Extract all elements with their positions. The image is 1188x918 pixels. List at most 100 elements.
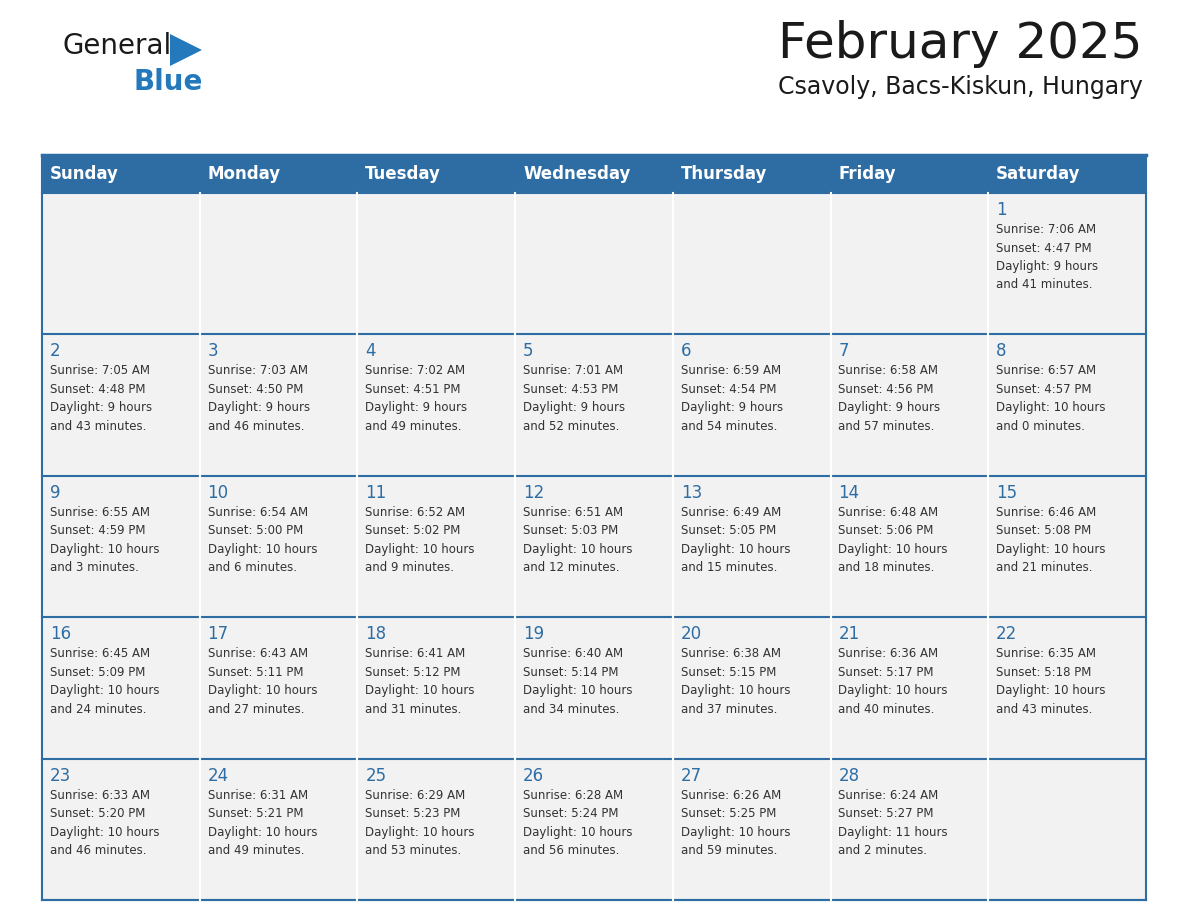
Text: Sunrise: 6:58 AM
Sunset: 4:56 PM
Daylight: 9 hours
and 57 minutes.: Sunrise: 6:58 AM Sunset: 4:56 PM Dayligh… (839, 364, 941, 433)
Text: Sunrise: 6:29 AM
Sunset: 5:23 PM
Daylight: 10 hours
and 53 minutes.: Sunrise: 6:29 AM Sunset: 5:23 PM Dayligh… (366, 789, 475, 857)
Text: 17: 17 (208, 625, 229, 644)
Text: 26: 26 (523, 767, 544, 785)
Text: Sunrise: 7:02 AM
Sunset: 4:51 PM
Daylight: 9 hours
and 49 minutes.: Sunrise: 7:02 AM Sunset: 4:51 PM Dayligh… (366, 364, 467, 433)
Bar (42, 334, 200, 476)
Bar (42, 155, 200, 193)
Text: 9: 9 (50, 484, 61, 502)
Text: 15: 15 (997, 484, 1017, 502)
Text: 20: 20 (681, 625, 702, 644)
Text: Sunrise: 6:55 AM
Sunset: 4:59 PM
Daylight: 10 hours
and 3 minutes.: Sunrise: 6:55 AM Sunset: 4:59 PM Dayligh… (50, 506, 159, 575)
Bar (200, 193, 358, 334)
Bar (358, 193, 516, 334)
Text: Sunrise: 6:54 AM
Sunset: 5:00 PM
Daylight: 10 hours
and 6 minutes.: Sunrise: 6:54 AM Sunset: 5:00 PM Dayligh… (208, 506, 317, 575)
Bar (200, 758, 358, 900)
Text: Sunrise: 6:46 AM
Sunset: 5:08 PM
Daylight: 10 hours
and 21 minutes.: Sunrise: 6:46 AM Sunset: 5:08 PM Dayligh… (997, 506, 1106, 575)
Bar (988, 617, 1146, 758)
Text: 14: 14 (839, 484, 860, 502)
Bar (516, 758, 672, 900)
Bar (830, 155, 988, 193)
Text: Sunrise: 6:38 AM
Sunset: 5:15 PM
Daylight: 10 hours
and 37 minutes.: Sunrise: 6:38 AM Sunset: 5:15 PM Dayligh… (681, 647, 790, 716)
Bar (830, 617, 988, 758)
Bar (358, 334, 516, 476)
Bar (42, 758, 200, 900)
Bar (672, 334, 830, 476)
Text: Sunrise: 6:36 AM
Sunset: 5:17 PM
Daylight: 10 hours
and 40 minutes.: Sunrise: 6:36 AM Sunset: 5:17 PM Dayligh… (839, 647, 948, 716)
Bar (516, 617, 672, 758)
Text: 19: 19 (523, 625, 544, 644)
Text: Sunrise: 6:28 AM
Sunset: 5:24 PM
Daylight: 10 hours
and 56 minutes.: Sunrise: 6:28 AM Sunset: 5:24 PM Dayligh… (523, 789, 632, 857)
Text: 4: 4 (366, 342, 375, 361)
Text: Sunrise: 6:35 AM
Sunset: 5:18 PM
Daylight: 10 hours
and 43 minutes.: Sunrise: 6:35 AM Sunset: 5:18 PM Dayligh… (997, 647, 1106, 716)
Bar (830, 193, 988, 334)
Text: Sunrise: 7:05 AM
Sunset: 4:48 PM
Daylight: 9 hours
and 43 minutes.: Sunrise: 7:05 AM Sunset: 4:48 PM Dayligh… (50, 364, 152, 433)
Text: February 2025: February 2025 (778, 20, 1143, 68)
Bar (672, 193, 830, 334)
Text: Sunrise: 6:52 AM
Sunset: 5:02 PM
Daylight: 10 hours
and 9 minutes.: Sunrise: 6:52 AM Sunset: 5:02 PM Dayligh… (366, 506, 475, 575)
Text: Csavoly, Bacs-Kiskun, Hungary: Csavoly, Bacs-Kiskun, Hungary (778, 75, 1143, 99)
Bar (200, 334, 358, 476)
Bar (988, 758, 1146, 900)
Bar (988, 476, 1146, 617)
Bar (42, 617, 200, 758)
Bar (672, 617, 830, 758)
Bar (358, 476, 516, 617)
Bar (830, 334, 988, 476)
Bar (358, 155, 516, 193)
Bar (672, 476, 830, 617)
Bar (516, 334, 672, 476)
Text: 5: 5 (523, 342, 533, 361)
Bar (830, 476, 988, 617)
Text: 8: 8 (997, 342, 1006, 361)
Polygon shape (170, 34, 202, 66)
Text: 18: 18 (366, 625, 386, 644)
Bar (42, 476, 200, 617)
Text: 2: 2 (50, 342, 61, 361)
Bar (358, 617, 516, 758)
Text: Saturday: Saturday (997, 165, 1081, 183)
Text: Sunrise: 7:01 AM
Sunset: 4:53 PM
Daylight: 9 hours
and 52 minutes.: Sunrise: 7:01 AM Sunset: 4:53 PM Dayligh… (523, 364, 625, 433)
Text: Sunrise: 6:57 AM
Sunset: 4:57 PM
Daylight: 10 hours
and 0 minutes.: Sunrise: 6:57 AM Sunset: 4:57 PM Dayligh… (997, 364, 1106, 433)
Text: Sunday: Sunday (50, 165, 119, 183)
Text: Sunrise: 6:26 AM
Sunset: 5:25 PM
Daylight: 10 hours
and 59 minutes.: Sunrise: 6:26 AM Sunset: 5:25 PM Dayligh… (681, 789, 790, 857)
Text: 13: 13 (681, 484, 702, 502)
Text: Friday: Friday (839, 165, 896, 183)
Text: Sunrise: 6:24 AM
Sunset: 5:27 PM
Daylight: 11 hours
and 2 minutes.: Sunrise: 6:24 AM Sunset: 5:27 PM Dayligh… (839, 789, 948, 857)
Text: 22: 22 (997, 625, 1017, 644)
Text: Tuesday: Tuesday (366, 165, 441, 183)
Text: 10: 10 (208, 484, 229, 502)
Text: 7: 7 (839, 342, 849, 361)
Text: Thursday: Thursday (681, 165, 767, 183)
Text: 24: 24 (208, 767, 229, 785)
Text: 1: 1 (997, 201, 1006, 219)
Bar (516, 193, 672, 334)
Text: 21: 21 (839, 625, 860, 644)
Text: Sunrise: 6:33 AM
Sunset: 5:20 PM
Daylight: 10 hours
and 46 minutes.: Sunrise: 6:33 AM Sunset: 5:20 PM Dayligh… (50, 789, 159, 857)
Text: 11: 11 (366, 484, 386, 502)
Text: Blue: Blue (134, 68, 203, 96)
Text: Sunrise: 6:41 AM
Sunset: 5:12 PM
Daylight: 10 hours
and 31 minutes.: Sunrise: 6:41 AM Sunset: 5:12 PM Dayligh… (366, 647, 475, 716)
Text: Sunrise: 6:51 AM
Sunset: 5:03 PM
Daylight: 10 hours
and 12 minutes.: Sunrise: 6:51 AM Sunset: 5:03 PM Dayligh… (523, 506, 632, 575)
Text: 16: 16 (50, 625, 71, 644)
Text: Sunrise: 6:49 AM
Sunset: 5:05 PM
Daylight: 10 hours
and 15 minutes.: Sunrise: 6:49 AM Sunset: 5:05 PM Dayligh… (681, 506, 790, 575)
Text: 25: 25 (366, 767, 386, 785)
Bar (988, 193, 1146, 334)
Text: General: General (62, 32, 171, 60)
Text: Monday: Monday (208, 165, 280, 183)
Bar (672, 155, 830, 193)
Bar (830, 758, 988, 900)
Bar (988, 155, 1146, 193)
Bar (672, 758, 830, 900)
Text: 6: 6 (681, 342, 691, 361)
Bar (42, 193, 200, 334)
Text: Sunrise: 7:06 AM
Sunset: 4:47 PM
Daylight: 9 hours
and 41 minutes.: Sunrise: 7:06 AM Sunset: 4:47 PM Dayligh… (997, 223, 1098, 292)
Bar (988, 334, 1146, 476)
Bar (516, 476, 672, 617)
Text: Sunrise: 6:31 AM
Sunset: 5:21 PM
Daylight: 10 hours
and 49 minutes.: Sunrise: 6:31 AM Sunset: 5:21 PM Dayligh… (208, 789, 317, 857)
Text: Sunrise: 6:48 AM
Sunset: 5:06 PM
Daylight: 10 hours
and 18 minutes.: Sunrise: 6:48 AM Sunset: 5:06 PM Dayligh… (839, 506, 948, 575)
Text: 28: 28 (839, 767, 860, 785)
Text: Sunrise: 6:45 AM
Sunset: 5:09 PM
Daylight: 10 hours
and 24 minutes.: Sunrise: 6:45 AM Sunset: 5:09 PM Dayligh… (50, 647, 159, 716)
Bar (516, 155, 672, 193)
Text: Sunrise: 6:40 AM
Sunset: 5:14 PM
Daylight: 10 hours
and 34 minutes.: Sunrise: 6:40 AM Sunset: 5:14 PM Dayligh… (523, 647, 632, 716)
Text: Wednesday: Wednesday (523, 165, 631, 183)
Text: 27: 27 (681, 767, 702, 785)
